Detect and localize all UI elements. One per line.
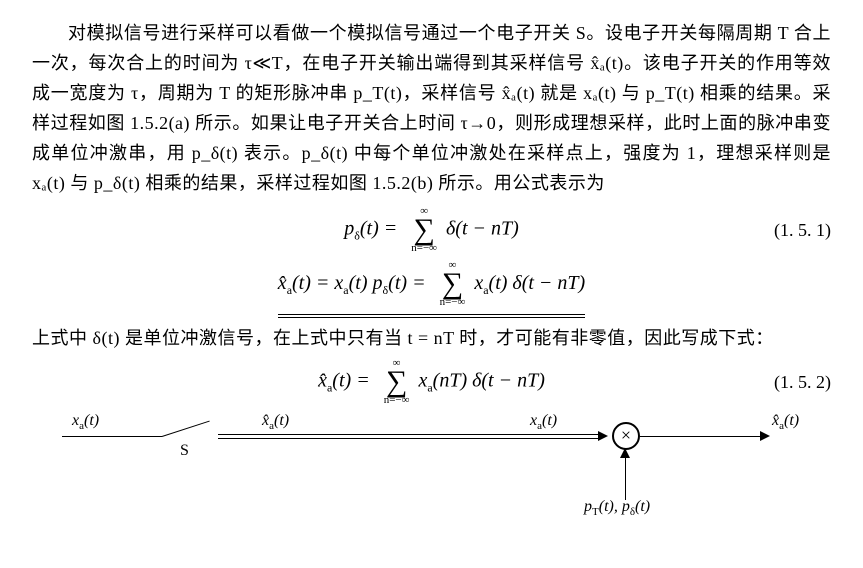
multiplier-icon: × [612,422,640,450]
equation-1-row: pδ(t) = ∞ ∑ n=−∞ δ(t − nT) (1. 5. 1) [32,206,831,254]
diagram-mid1-label: x̂a(t) [262,412,289,432]
arrow-up-icon [620,448,630,458]
arrow-right-icon [760,431,770,441]
sampling-diagram: xa(t) S x̂a(t) xa(t) × x̂a(t) pT(t), pδ(… [32,406,832,516]
diagram-bottom-label: pT(t), pδ(t) [584,498,650,518]
wire-double [218,434,598,439]
equation-2: x̂a(t) = xa(t) pδ(t) = ∞ ∑ n=−∞ xa(t) δ(… [278,272,585,294]
equation-1: pδ(t) = ∞ ∑ n=−∞ δ(t − nT) [344,206,519,254]
equation-3-row: x̂a(t) = ∞ ∑ n=−∞ xa(nT) δ(t − nT) (1. 5… [32,358,831,406]
switch-label: S [180,442,189,460]
wire [62,436,162,437]
diagram-input-label: xa(t) [72,412,99,432]
sigma-icon: ∞ ∑ n=−∞ [411,206,437,254]
sigma-icon: ∞ ∑ n=−∞ [440,260,466,308]
body-paragraph: 对模拟信号进行采样可以看做一个模拟信号通过一个电子开关 S。设电子开关每隔周期 … [32,18,831,198]
equation-1-number: (1. 5. 1) [774,220,831,241]
diagram-mid2-label: xa(t) [530,412,557,432]
inline-note: 上式中 δ(t) 是单位冲激信号，在上式中只有当 t = nT 时，才可能有非零… [32,324,831,352]
diagram-output-label: x̂a(t) [772,412,799,432]
equation-3: x̂a(t) = ∞ ∑ n=−∞ xa(nT) δ(t − nT) [318,358,545,406]
sigma-icon: ∞ ∑ n=−∞ [384,358,410,406]
wire [640,436,760,437]
switch-arm [162,421,210,437]
arrow-right-icon [598,431,608,441]
equation-2-row: x̂a(t) = xa(t) pδ(t) = ∞ ∑ n=−∞ xa(t) δ(… [32,260,831,318]
equation-3-number: (1. 5. 2) [774,372,831,393]
